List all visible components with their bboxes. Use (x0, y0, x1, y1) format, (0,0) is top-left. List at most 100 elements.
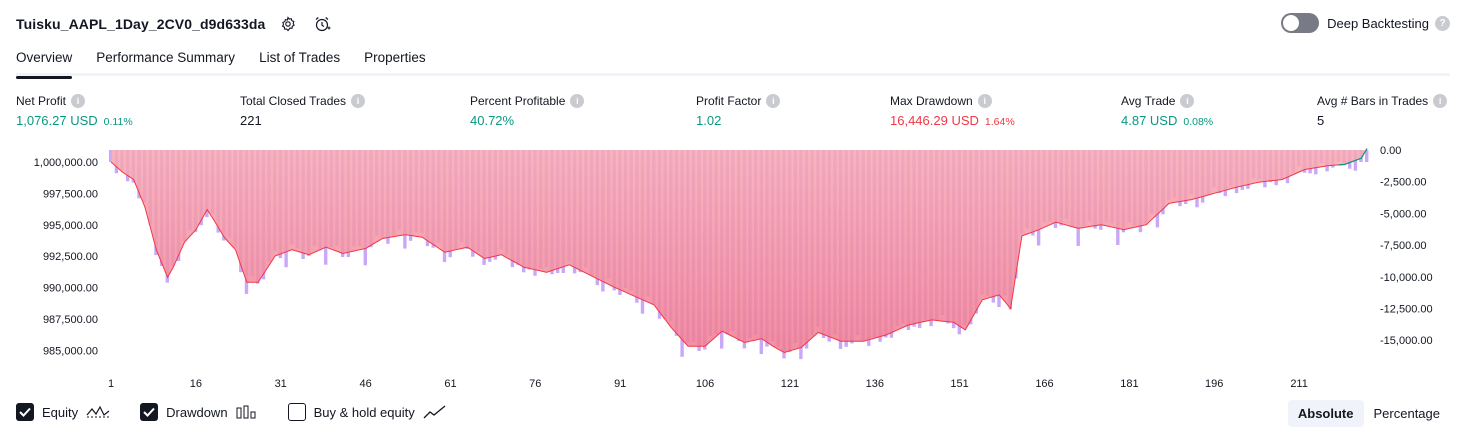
strategy-title: Tuisku_AAPL_1Day_2CV0_d9d633da (16, 16, 266, 32)
left-axis-tick: 992,500.00 (43, 251, 98, 263)
x-axis-tick: 91 (614, 378, 626, 390)
metric-percent: 1.64% (984, 116, 1015, 128)
metric-value: 221 (240, 113, 262, 128)
tab-performance-summary[interactable]: Performance Summary (96, 50, 236, 65)
x-axis-tick: 136 (866, 378, 884, 390)
info-icon[interactable]: i (766, 94, 781, 108)
info-icon[interactable]: i (71, 94, 86, 108)
toggle-knob (1283, 15, 1300, 31)
metric-label: Total Closed Trades (240, 94, 347, 108)
metric-avg-trade: Avg Trade i 4.87 USD 0.08% (1121, 93, 1213, 128)
metric-value: 5 (1317, 113, 1325, 128)
equity-line-icon (86, 405, 110, 419)
left-axis-tick: 990,000.00 (43, 283, 98, 295)
x-axis-tick: 166 (1035, 378, 1053, 390)
metric-avg-bars-in-trades: Avg # Bars in Trades i 5 (1317, 93, 1448, 128)
x-axis-tick: 181 (1120, 378, 1138, 390)
x-axis-tick: 61 (444, 378, 456, 390)
equity-fill (111, 148, 1367, 353)
report-tabs: Overview Performance Summary List of Tra… (16, 46, 1450, 79)
x-axis-tick: 106 (696, 378, 714, 390)
right-axis-tick: -5,000.00 (1380, 208, 1426, 220)
metric-value: 1.02 (696, 113, 722, 128)
equity-checkbox[interactable] (16, 403, 34, 421)
metric-label: Avg Trade (1121, 94, 1176, 108)
right-axis-tick: -7,500.00 (1380, 240, 1426, 252)
metric-value: 16,446.29 USD (890, 113, 979, 128)
percentage-button[interactable]: Percentage (1373, 406, 1441, 421)
left-axis-tick: 985,000.00 (43, 345, 98, 357)
metric-label: Net Profit (16, 94, 67, 108)
equity-area (110, 148, 1368, 354)
legend-label: Drawdown (166, 404, 228, 420)
x-axis-tick: 31 (275, 378, 287, 390)
metric-max-drawdown: Max Drawdown i 16,446.29 USD 1.64% (890, 93, 1015, 128)
tab-properties[interactable]: Properties (364, 50, 426, 65)
right-axis-tick: -12,500.00 (1380, 304, 1433, 316)
alarm-clock-icon[interactable] (311, 13, 333, 35)
x-axis-tick: 196 (1205, 378, 1223, 390)
x-axis-tick: 121 (781, 378, 799, 390)
x-axis-tick: 76 (529, 378, 541, 390)
info-icon[interactable]: i (1180, 94, 1195, 108)
absolute-button[interactable]: Absolute (1287, 400, 1364, 427)
metric-label: Profit Factor (696, 94, 762, 108)
right-axis-labels: 0.00 -2,500.00 -5,000.00 -7,500.00 -10,000.0… (1380, 145, 1433, 347)
x-axis-tick: 46 (359, 378, 371, 390)
legend-buy-hold[interactable]: Buy & hold equity (287, 403, 447, 421)
equity-drawdown-chart[interactable]: 1,000,000.00 997,500.00 995,000.00 992,500.… (0, 140, 1466, 395)
deep-backtesting-toggle[interactable] (1281, 13, 1320, 33)
deep-backtesting: Deep Backtesting ? (1281, 13, 1450, 33)
trend-line-icon (423, 405, 447, 419)
legend-label: Buy & hold equity (313, 404, 415, 420)
info-icon[interactable]: i (1433, 94, 1448, 108)
metric-percent-profitable: Percent Profitable i 40.72% (470, 93, 585, 128)
chart-legend: Equity Drawdown Buy & hold equity (16, 403, 477, 421)
left-axis-labels: 1,000,000.00 997,500.00 995,000.00 992,500.… (34, 157, 98, 357)
metric-profit-factor: Profit Factor i 1.02 (696, 93, 781, 128)
x-axis-tick: 1 (108, 378, 114, 390)
left-axis-tick: 995,000.00 (43, 220, 98, 232)
x-axis-tick: 151 (950, 378, 968, 390)
metric-value: 40.72% (470, 113, 515, 128)
buy-hold-checkbox[interactable] (287, 403, 306, 421)
tab-overview[interactable]: Overview (16, 46, 73, 79)
right-axis-tick: 0.00 (1380, 145, 1401, 157)
deep-backtesting-label: Deep Backtesting (1327, 15, 1429, 31)
metric-label: Avg # Bars in Trades (1317, 94, 1429, 108)
metric-percent: 0.11% (103, 116, 133, 128)
right-axis-tick: -15,000.00 (1380, 335, 1433, 347)
metric-value: 1,076.27 USD (16, 113, 98, 128)
legend-equity[interactable]: Equity (16, 403, 110, 421)
drawdown-checkbox[interactable] (140, 403, 159, 421)
equity-line-positive (1338, 148, 1368, 166)
metric-label: Percent Profitable (470, 94, 566, 108)
tab-list-of-trades[interactable]: List of Trades (259, 50, 341, 65)
gear-icon[interactable] (277, 13, 299, 35)
help-icon[interactable]: ? (1435, 15, 1450, 31)
drawdown-bar (1365, 150, 1369, 162)
metric-percent: 0.08% (1183, 116, 1214, 128)
info-icon[interactable]: i (351, 94, 366, 108)
equity-line (110, 148, 1368, 354)
metric-label: Max Drawdown (890, 94, 973, 108)
metric-value: 4.87 USD (1121, 113, 1178, 128)
metric-net-profit: Net Profit i 1,076.27 USD 0.11% (16, 93, 133, 128)
info-icon[interactable]: i (570, 94, 585, 108)
right-axis-tick: -10,000.00 (1380, 272, 1433, 284)
right-axis-tick: -2,500.00 (1380, 177, 1426, 189)
drawdown-bars-icon (236, 405, 258, 419)
x-axis-tick: 211 (1290, 378, 1308, 390)
report-header: Tuisku_AAPL_1Day_2CV0_d9d633da (16, 12, 333, 36)
legend-label: Equity (42, 404, 79, 420)
info-icon[interactable]: i (977, 94, 992, 108)
drawdown-bar (109, 150, 113, 162)
x-axis-tick: 16 (190, 378, 202, 390)
left-axis-tick: 997,500.00 (43, 188, 98, 200)
metric-total-closed-trades: Total Closed Trades i 221 (240, 93, 366, 128)
x-axis-labels: 1 16 31 46 61 76 91 106 121 136 151 166 181 196 211 (108, 378, 1308, 390)
legend-drawdown[interactable]: Drawdown (140, 403, 257, 421)
view-mode-toggle: Absolute Percentage (1287, 400, 1450, 427)
left-axis-tick: 987,500.00 (43, 314, 98, 326)
left-axis-tick: 1,000,000.00 (34, 157, 98, 169)
